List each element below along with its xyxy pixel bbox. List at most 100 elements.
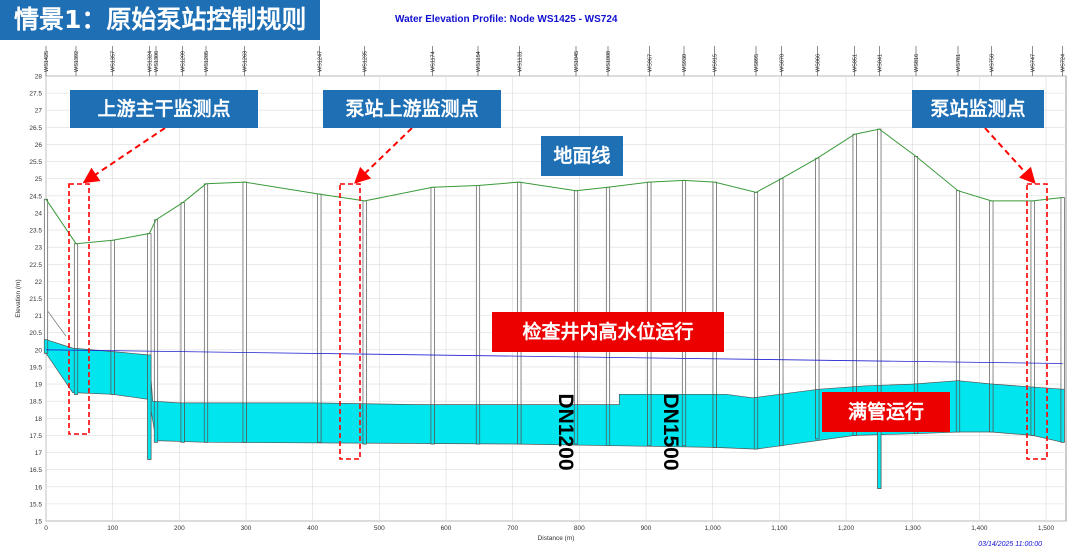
node-label: WS895 bbox=[754, 54, 760, 72]
y-tick-label: 26 bbox=[35, 142, 43, 149]
label-dn1500: DN1500 bbox=[659, 393, 682, 471]
manhole-water-WS841 bbox=[877, 384, 882, 489]
node-label: WS1131 bbox=[517, 51, 523, 72]
hydraulic-grade-line bbox=[45, 349, 1063, 364]
y-tick-label: 17.5 bbox=[29, 433, 42, 440]
y-tick-label: 17 bbox=[35, 450, 43, 457]
manhole-water-WS895 bbox=[753, 396, 759, 450]
manhole-water-WS967 bbox=[647, 393, 652, 447]
x-tick-label: 300 bbox=[241, 525, 252, 532]
y-axis-label: Elevation (m) bbox=[15, 279, 22, 317]
x-tick-label: 1,400 bbox=[971, 525, 988, 532]
y-tick-label: 16.5 bbox=[29, 467, 42, 474]
y-tick-label: 15 bbox=[35, 519, 43, 526]
callout-upstream-trunk: 上游主干监测点 bbox=[70, 90, 258, 128]
y-tick-label: 23.5 bbox=[29, 228, 42, 235]
y-tick-label: 16 bbox=[35, 484, 43, 491]
x-tick-label: 1,300 bbox=[905, 525, 922, 532]
callout-full-pipe: 满管运行 bbox=[822, 392, 950, 432]
node-label: WS1174 bbox=[431, 51, 437, 72]
y-tick-label: 18.5 bbox=[29, 399, 42, 406]
x-tick-label: 1,100 bbox=[771, 525, 788, 532]
lateral-inflow-line bbox=[45, 308, 67, 337]
x-tick-label: 1,000 bbox=[705, 525, 722, 532]
callout-high-level: 检查井内高水位运行 bbox=[492, 312, 724, 352]
x-tick-label: 900 bbox=[641, 525, 652, 532]
manhole-water-WS724 bbox=[1060, 388, 1065, 443]
x-tick-label: 1,200 bbox=[838, 525, 855, 532]
manhole-water-WS1425 bbox=[43, 339, 49, 354]
manhole-water-WS1285 bbox=[203, 402, 209, 443]
y-tick-label: 20.5 bbox=[29, 330, 42, 337]
y-tick-label: 27.5 bbox=[29, 91, 42, 98]
manhole-water-WS1154 bbox=[475, 404, 481, 445]
manhole-water-WS915 bbox=[712, 393, 717, 448]
y-tick-label: 26.5 bbox=[29, 125, 42, 132]
y-tick-label: 24 bbox=[35, 210, 43, 217]
node-label: WS816 bbox=[914, 54, 920, 72]
manhole-water-WS1306 bbox=[153, 401, 159, 443]
x-tick-label: 600 bbox=[441, 525, 452, 532]
manhole-water-WS758 bbox=[989, 383, 994, 433]
y-tick-label: 25 bbox=[35, 176, 43, 183]
ground-line bbox=[45, 128, 1063, 245]
node-label: WS724 bbox=[1061, 54, 1067, 72]
marker-pump-station bbox=[1026, 183, 1048, 460]
x-tick-label: 200 bbox=[174, 525, 185, 532]
manhole-water-WS1357 bbox=[110, 351, 115, 395]
x-tick-label: 1,500 bbox=[1038, 525, 1055, 532]
x-tick-label: 500 bbox=[374, 525, 385, 532]
node-label: WS1285 bbox=[204, 51, 210, 72]
x-axis-label: Distance (m) bbox=[538, 535, 575, 542]
x-tick-label: 0 bbox=[44, 525, 48, 532]
y-tick-label: 15.5 bbox=[29, 501, 42, 508]
node-label: WS758 bbox=[989, 54, 995, 72]
chart-title: Water Elevation Profile: Node WS1425 - W… bbox=[395, 14, 618, 25]
marker-upstream-trunk bbox=[68, 183, 90, 435]
node-label: WS841 bbox=[877, 54, 883, 72]
node-label: WS967 bbox=[647, 54, 653, 72]
scenario-title: 情景1：原始泵站控制规则 bbox=[0, 0, 321, 40]
manhole-water-WS1045 bbox=[573, 404, 579, 445]
y-tick-label: 19.5 bbox=[29, 364, 42, 371]
y-tick-label: 19 bbox=[35, 382, 43, 389]
manhole-water-WS1263 bbox=[242, 402, 247, 443]
y-tick-label: 25.5 bbox=[29, 159, 42, 166]
y-tick-label: 22.5 bbox=[29, 262, 42, 269]
y-tick-label: 24.5 bbox=[29, 193, 42, 200]
manhole-water-WS1235 bbox=[362, 403, 367, 445]
manhole-water-WS878 bbox=[779, 393, 784, 447]
callout-pump-upstream: 泵站上游监测点 bbox=[323, 90, 501, 128]
node-label: WS930 bbox=[682, 54, 688, 72]
manhole-water-WS781 bbox=[955, 380, 961, 433]
node-label: WS1357 bbox=[111, 51, 117, 72]
callout-pump-station: 泵站监测点 bbox=[912, 90, 1044, 128]
label-dn1200: DN1200 bbox=[554, 393, 577, 471]
x-tick-label: 400 bbox=[307, 525, 318, 532]
manhole-WS1425 bbox=[43, 198, 49, 354]
node-label: WS1154 bbox=[476, 51, 482, 72]
y-tick-label: 20 bbox=[35, 347, 43, 354]
x-tick-label: 800 bbox=[574, 525, 585, 532]
callout-ground-line: 地面线 bbox=[541, 136, 623, 176]
y-tick-label: 23 bbox=[35, 245, 43, 252]
node-label: WS1247 bbox=[317, 51, 323, 72]
y-tick-label: 27 bbox=[35, 108, 43, 115]
manhole-water-WS866 bbox=[815, 389, 820, 440]
node-label: WS781 bbox=[956, 54, 962, 72]
manhole-water-WS1324 bbox=[147, 354, 152, 460]
y-tick-label: 21.5 bbox=[29, 296, 42, 303]
node-label: WS1008 bbox=[606, 51, 612, 72]
node-label: WS1263 bbox=[243, 51, 249, 72]
timestamp: 03/14/2025 11:00:00 bbox=[978, 541, 1042, 548]
node-label: WS851 bbox=[853, 54, 859, 72]
manhole-water-WS930 bbox=[681, 393, 687, 447]
y-tick-label: 22 bbox=[35, 279, 43, 286]
y-tick-label: 18 bbox=[35, 416, 43, 423]
y-tick-label: 21 bbox=[35, 313, 43, 320]
x-tick-label: 100 bbox=[107, 525, 118, 532]
node-label: WS1299 bbox=[181, 51, 187, 72]
node-label: WS747 bbox=[1031, 54, 1037, 72]
